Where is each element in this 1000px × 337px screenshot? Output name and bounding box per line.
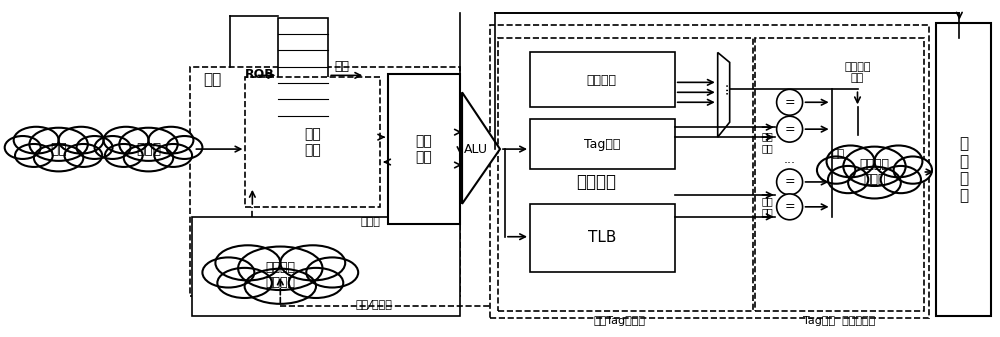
Text: ...: ... [784, 153, 796, 165]
Ellipse shape [166, 136, 202, 159]
Ellipse shape [34, 145, 83, 172]
Ellipse shape [280, 245, 345, 280]
Ellipse shape [894, 156, 932, 184]
Ellipse shape [18, 127, 99, 172]
Ellipse shape [77, 136, 113, 159]
Ellipse shape [119, 128, 178, 161]
Circle shape [777, 89, 803, 115]
FancyBboxPatch shape [755, 37, 924, 311]
FancyBboxPatch shape [245, 78, 380, 207]
Text: 阻塞/重发射: 阻塞/重发射 [355, 299, 392, 309]
Circle shape [777, 116, 803, 142]
Text: 发射: 发射 [203, 72, 222, 87]
Ellipse shape [154, 144, 192, 167]
Ellipse shape [95, 136, 131, 159]
Ellipse shape [848, 167, 901, 198]
Text: =: = [784, 200, 795, 213]
FancyBboxPatch shape [530, 204, 675, 272]
Text: 发射
队列: 发射 队列 [304, 127, 321, 157]
FancyBboxPatch shape [388, 74, 460, 224]
Text: ...: ... [717, 81, 731, 94]
Text: 安全依赖
标签: 安全依赖 标签 [844, 62, 871, 83]
Ellipse shape [881, 166, 921, 193]
Ellipse shape [202, 257, 254, 287]
Text: 读
写
单
元: 读 写 单 元 [959, 136, 968, 204]
Ellipse shape [245, 269, 316, 304]
Ellipse shape [105, 144, 143, 167]
Text: 寄存
器堆: 寄存 器堆 [416, 134, 432, 164]
Ellipse shape [215, 245, 280, 280]
FancyBboxPatch shape [490, 25, 929, 318]
Ellipse shape [14, 127, 59, 154]
Ellipse shape [306, 257, 358, 287]
Ellipse shape [238, 247, 322, 290]
FancyBboxPatch shape [530, 119, 675, 169]
Text: Tag比较  数据标准化: Tag比较 数据标准化 [803, 316, 876, 326]
Text: 命中: 命中 [832, 149, 845, 159]
Text: 获取Tag和数据: 获取Tag和数据 [594, 316, 646, 326]
Text: 译码: 译码 [50, 142, 67, 156]
Ellipse shape [222, 245, 339, 304]
Text: 调度器: 调度器 [360, 217, 380, 227]
FancyBboxPatch shape [278, 18, 328, 132]
Ellipse shape [828, 166, 868, 193]
Ellipse shape [15, 144, 53, 167]
Text: =: = [784, 123, 795, 136]
Polygon shape [718, 53, 730, 137]
Ellipse shape [289, 268, 343, 298]
Text: 物理
地址: 物理 地址 [762, 196, 773, 218]
Ellipse shape [29, 128, 88, 161]
FancyBboxPatch shape [530, 53, 675, 107]
Ellipse shape [64, 144, 102, 167]
Ellipse shape [843, 147, 906, 186]
Text: =: = [784, 96, 795, 109]
Ellipse shape [5, 136, 41, 159]
Ellipse shape [148, 127, 193, 154]
Text: 重命名: 重命名 [136, 142, 161, 156]
Ellipse shape [874, 146, 922, 177]
Ellipse shape [831, 146, 918, 198]
FancyBboxPatch shape [498, 37, 753, 311]
Text: 数据数组: 数据数组 [587, 74, 617, 87]
Text: ROB: ROB [245, 68, 274, 82]
FancyBboxPatch shape [190, 67, 460, 297]
Text: Tag数组: Tag数组 [584, 137, 620, 151]
Circle shape [777, 169, 803, 195]
Text: =: = [784, 176, 795, 188]
Text: 物理
地址: 物理 地址 [762, 131, 773, 153]
Ellipse shape [124, 145, 173, 172]
Text: ALU: ALU [464, 143, 488, 156]
Polygon shape [462, 92, 500, 204]
Ellipse shape [104, 127, 148, 154]
FancyBboxPatch shape [192, 217, 460, 316]
FancyBboxPatch shape [936, 23, 991, 316]
Text: 安全依赖
冲突检查: 安全依赖 冲突检查 [265, 261, 295, 288]
Text: 提交: 提交 [334, 60, 349, 73]
Circle shape [777, 194, 803, 220]
Text: TLB: TLB [588, 230, 616, 245]
Ellipse shape [217, 268, 272, 298]
Ellipse shape [827, 146, 874, 177]
Ellipse shape [817, 156, 855, 184]
Ellipse shape [59, 127, 104, 154]
Text: 安全威胁
过滤器: 安全威胁 过滤器 [859, 158, 889, 186]
Ellipse shape [108, 127, 189, 172]
Text: 数据缓存: 数据缓存 [576, 173, 616, 191]
